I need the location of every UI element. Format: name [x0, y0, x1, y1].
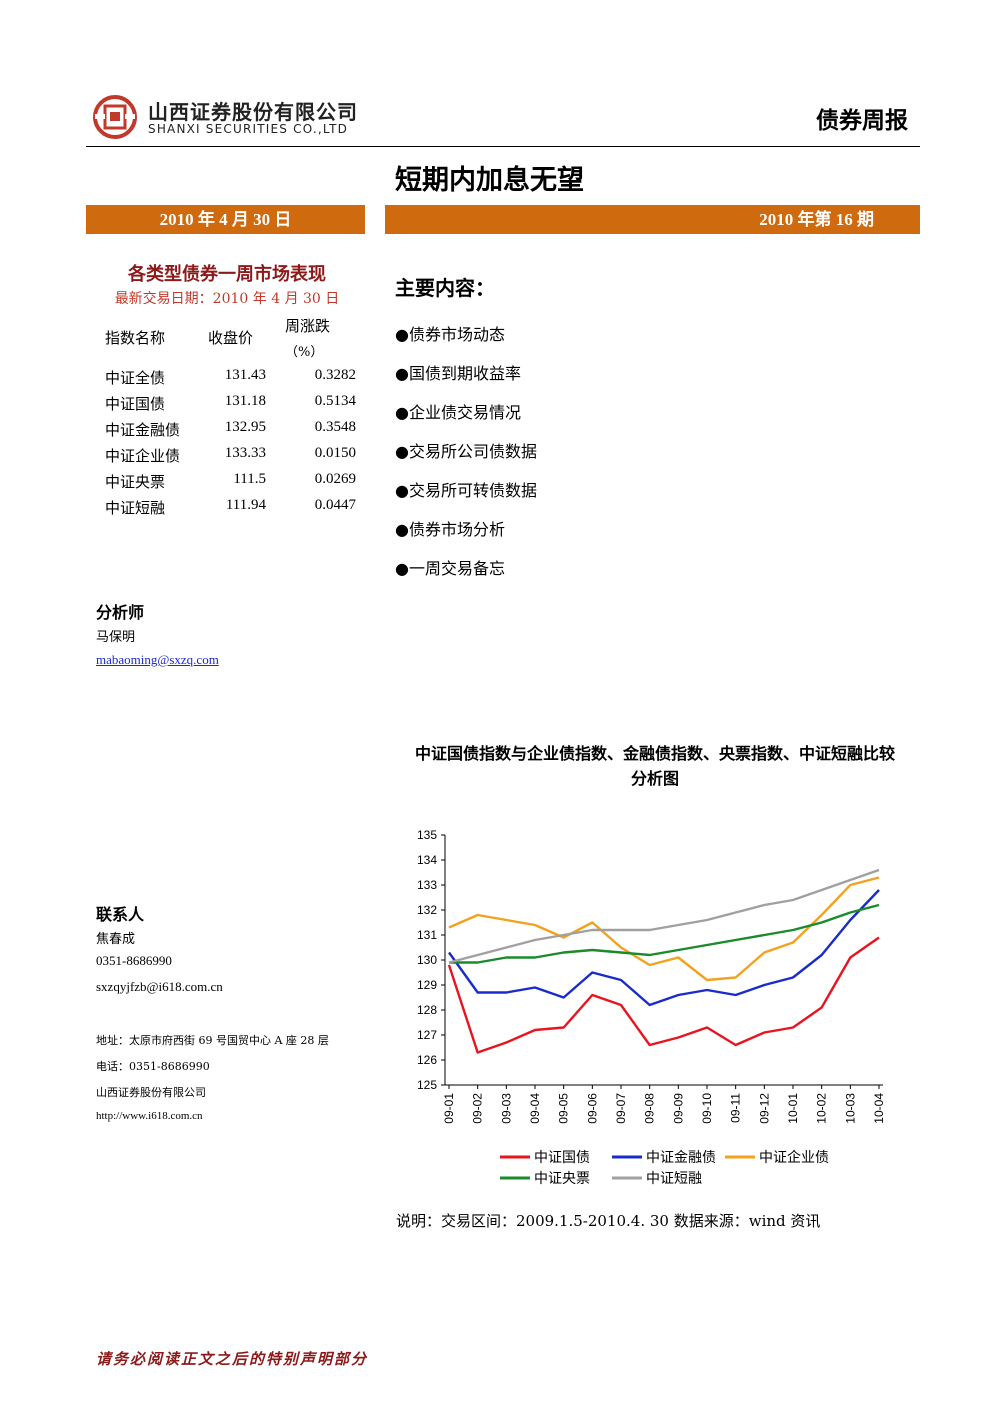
disclaimer: 请务必阅读正文之后的特别声明部分 — [96, 1350, 369, 1368]
legend-label: 中证国债 — [534, 1150, 590, 1166]
table-cell-close: 111.94 — [225, 497, 266, 513]
content-item-market-analysis: ●债券市场分析 — [395, 520, 505, 539]
legend-label: 中证央票 — [534, 1171, 590, 1187]
table-cell-name: 中证央票 — [105, 473, 166, 491]
x-tick-label: 09-01 — [442, 1093, 456, 1124]
header-close: 收盘价 — [208, 329, 254, 347]
content-item-exchange-corp-bond: ●交易所公司债数据 — [395, 442, 537, 461]
company-website[interactable]: http://www.i618.com.cn — [96, 1110, 203, 1122]
x-tick-label: 09-07 — [614, 1093, 628, 1124]
x-tick-label: 10-02 — [815, 1093, 829, 1124]
x-tick-label: 09-12 — [757, 1093, 771, 1124]
table-cell-change: 0.0269 — [314, 471, 356, 487]
report-type: 债券周报 — [816, 108, 908, 134]
content-item-bond-market: ●债券市场动态 — [395, 325, 505, 344]
analyst-email-link[interactable]: mabaoming@sxzq.com — [96, 652, 219, 667]
chart-title: 中证国债指数与企业债指数、金融债指数、央票指数、中证短融比较 分析图 — [390, 741, 920, 791]
y-tick-label: 132 — [417, 903, 437, 917]
table-cell-change: 0.5134 — [314, 393, 356, 409]
contact-phone: 0351-8686990 — [96, 953, 172, 968]
table-cell-change: 0.0447 — [314, 497, 356, 513]
series-line — [448, 868, 880, 964]
y-tick-label: 125 — [417, 1078, 437, 1092]
x-tick-label: 10-01 — [786, 1093, 800, 1124]
y-tick-label: 133 — [417, 878, 437, 892]
y-tick-label: 131 — [417, 928, 437, 942]
header-index-name: 指数名称 — [105, 329, 166, 347]
analyst-name: 马保明 — [96, 630, 136, 645]
x-tick-label: 09-06 — [585, 1093, 599, 1124]
company-address: 地址：太原市府西街 69 号国贸中心 A 座 28 层 — [96, 1034, 329, 1047]
content-item-weekly-memo: ●一周交易备忘 — [395, 559, 505, 578]
series-line — [449, 903, 880, 964]
issue-number-bar: 2010 年第 16 期 — [385, 205, 920, 234]
x-tick-label: 09-03 — [499, 1093, 513, 1124]
chart-title-line1: 中证国债指数与企业债指数、金融债指数、央票指数、中证短融比较 — [414, 744, 895, 763]
table-cell-close: 133.33 — [224, 445, 266, 461]
company-name-en: SHANXI SECURITIES CO.,LTD — [148, 122, 349, 136]
company-name-footer: 山西证券股份有限公司 — [96, 1086, 206, 1099]
header-percent-unit: （%） — [285, 345, 324, 360]
table-cell-change: 0.3548 — [314, 419, 356, 435]
x-tick-label: 09-11 — [729, 1093, 743, 1123]
report-title: 短期内加息无望 — [395, 165, 584, 196]
table-cell-close: 131.43 — [224, 367, 266, 383]
y-tick-label: 134 — [417, 853, 437, 867]
x-tick-label: 09-08 — [643, 1093, 657, 1124]
y-tick-label: 135 — [417, 828, 437, 842]
content-item-treasury-yield: ●国债到期收益率 — [395, 364, 521, 383]
y-tick-label: 129 — [417, 978, 437, 992]
legend-label: 中证金融债 — [646, 1150, 716, 1166]
x-tick-label: 09-04 — [528, 1093, 542, 1124]
x-tick-label: 09-10 — [700, 1093, 714, 1124]
company-name-cn: 山西证券股份有限公司 — [148, 100, 358, 124]
y-tick-label: 128 — [417, 1003, 437, 1017]
contact-name: 焦春成 — [96, 932, 136, 947]
table-cell-name: 中证短融 — [105, 499, 166, 517]
header-divider — [86, 146, 920, 147]
main-content-heading: 主要内容： — [395, 276, 495, 300]
x-tick-label: 09-09 — [671, 1093, 685, 1124]
legend-label: 中证企业债 — [759, 1149, 829, 1166]
bond-index-line-chart: 125 126 127 128 129 130 131 132 133 134 135 09-01 09… — [417, 828, 886, 1187]
x-tick-label: 09-02 — [471, 1093, 485, 1124]
y-tick-label: 130 — [417, 953, 437, 967]
table-cell-name: 中证全债 — [105, 369, 166, 387]
x-tick-label: 10-03 — [843, 1093, 857, 1124]
shanxi-securities-logo-icon — [93, 95, 137, 139]
company-phone: 电话：0351-8686990 — [96, 1060, 210, 1073]
chart-note: 说明：交易区间：2009.1.5-2010.4. 30 数据来源：wind 资讯 — [396, 1212, 821, 1230]
performance-title: 各类型债券一周市场表现 — [128, 264, 326, 285]
header-weekly-change: 周涨跌 — [285, 317, 331, 335]
table-cell-close: 111.5 — [233, 471, 266, 487]
y-tick-label: 126 — [417, 1053, 437, 1067]
chart-title-line2: 分析图 — [630, 769, 679, 788]
table-cell-name: 中证金融债 — [105, 421, 181, 439]
table-cell-close: 132.95 — [224, 419, 266, 435]
table-cell-close: 131.18 — [224, 393, 266, 409]
latest-trading-date: 最新交易日期：2010 年 4 月 30 日 — [114, 291, 340, 307]
x-tick-label: 09-05 — [557, 1093, 571, 1124]
y-tick-label: 127 — [417, 1028, 437, 1042]
content-item-convertible-bond: ●交易所可转债数据 — [395, 481, 537, 500]
analyst-heading: 分析师 — [96, 603, 145, 622]
series-line — [448, 876, 880, 982]
legend-label: 中证短融 — [646, 1171, 702, 1187]
x-tick-label: 10-04 — [872, 1093, 886, 1124]
contact-heading: 联系人 — [96, 905, 145, 924]
series-line — [448, 889, 880, 1007]
content-item-corporate-bond: ●企业债交易情况 — [395, 403, 521, 422]
table-cell-name: 中证企业债 — [105, 447, 181, 465]
table-cell-change: 0.3282 — [314, 367, 356, 383]
table-cell-change: 0.0150 — [314, 445, 356, 461]
table-cell-name: 中证国债 — [105, 395, 166, 413]
series-line — [447, 936, 880, 1054]
report-date-bar: 2010 年 4 月 30 日 — [86, 205, 365, 234]
contact-email: sxzqyjfzb@i618.com.cn — [96, 979, 223, 994]
